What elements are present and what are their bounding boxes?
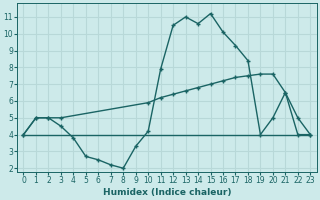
X-axis label: Humidex (Indice chaleur): Humidex (Indice chaleur) [103,188,231,197]
